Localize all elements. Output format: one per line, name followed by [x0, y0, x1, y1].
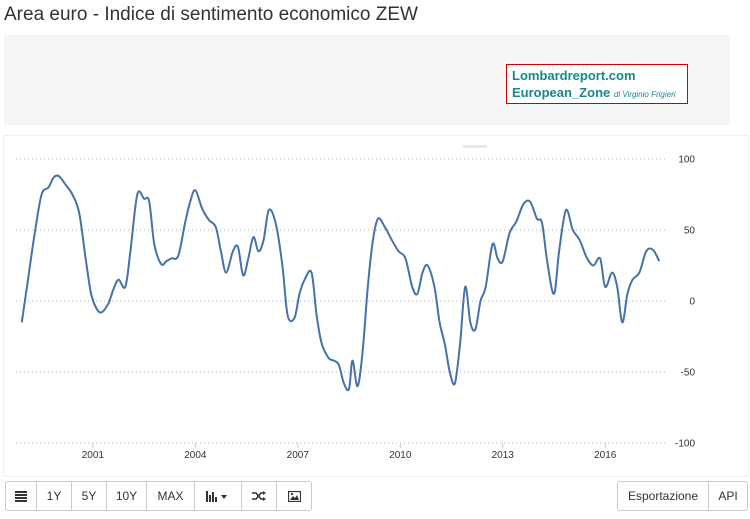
range-10y-button[interactable]: 10Y — [107, 481, 147, 511]
x-tick-label: 2016 — [594, 450, 617, 461]
line-chart[interactable]: 100 50 0 -50 -100 2001 2004 2007 2010 2013 2016 — [0, 140, 750, 470]
badge-line-2-author: di Virginio Frigieri — [613, 90, 676, 99]
y-tick-label: 50 — [684, 226, 696, 237]
chart-type-button[interactable] — [195, 481, 242, 511]
download-image-button[interactable] — [277, 481, 312, 511]
y-tick-label: 0 — [689, 297, 695, 308]
chart-toolbar: 1Y 5Y 10Y MAX — [5, 481, 312, 511]
y-tick-label: -50 — [681, 368, 696, 379]
caret-down-icon — [221, 495, 227, 499]
compare-button[interactable] — [242, 481, 277, 511]
badge-line-2-main: European_Zone — [512, 85, 611, 100]
range-5y-button[interactable]: 5Y — [72, 481, 107, 511]
range-1y-button[interactable]: 1Y — [37, 481, 72, 511]
table-icon — [15, 490, 27, 502]
x-axis-ticks: 2001 2004 2007 2010 2013 2016 — [82, 443, 617, 461]
x-tick-label: 2004 — [184, 450, 207, 461]
x-tick-label: 2001 — [82, 450, 105, 461]
banner-divider — [463, 145, 487, 148]
lombardreport-badge[interactable]: Lombardreport.com European_Zone di Virgi… — [506, 64, 688, 104]
chart-grid — [16, 158, 665, 444]
badge-line-2: European_Zone di Virginio Frigieri — [512, 84, 682, 103]
table-view-button[interactable] — [5, 481, 37, 511]
series-line[interactable] — [20, 174, 661, 392]
chart-frame — [3, 135, 749, 477]
range-max-button[interactable]: MAX — [147, 481, 195, 511]
shuffle-icon — [252, 491, 266, 501]
badge-line-1: Lombardreport.com — [512, 68, 636, 83]
export-button[interactable]: Esportazione — [617, 481, 709, 511]
y-axis-ticks: 100 50 0 -50 -100 — [675, 155, 695, 450]
page-title: Area euro - Indice di sentimento economi… — [4, 4, 418, 25]
y-tick-label: 100 — [678, 155, 695, 166]
y-tick-label: -100 — [675, 439, 695, 450]
x-tick-label: 2013 — [492, 450, 515, 461]
api-button[interactable]: API — [709, 481, 748, 511]
image-icon — [287, 490, 301, 502]
x-tick-label: 2010 — [389, 450, 412, 461]
right-toolbar: Esportazione API — [617, 481, 748, 511]
x-tick-label: 2007 — [287, 450, 310, 461]
bar-chart-icon — [206, 491, 227, 502]
